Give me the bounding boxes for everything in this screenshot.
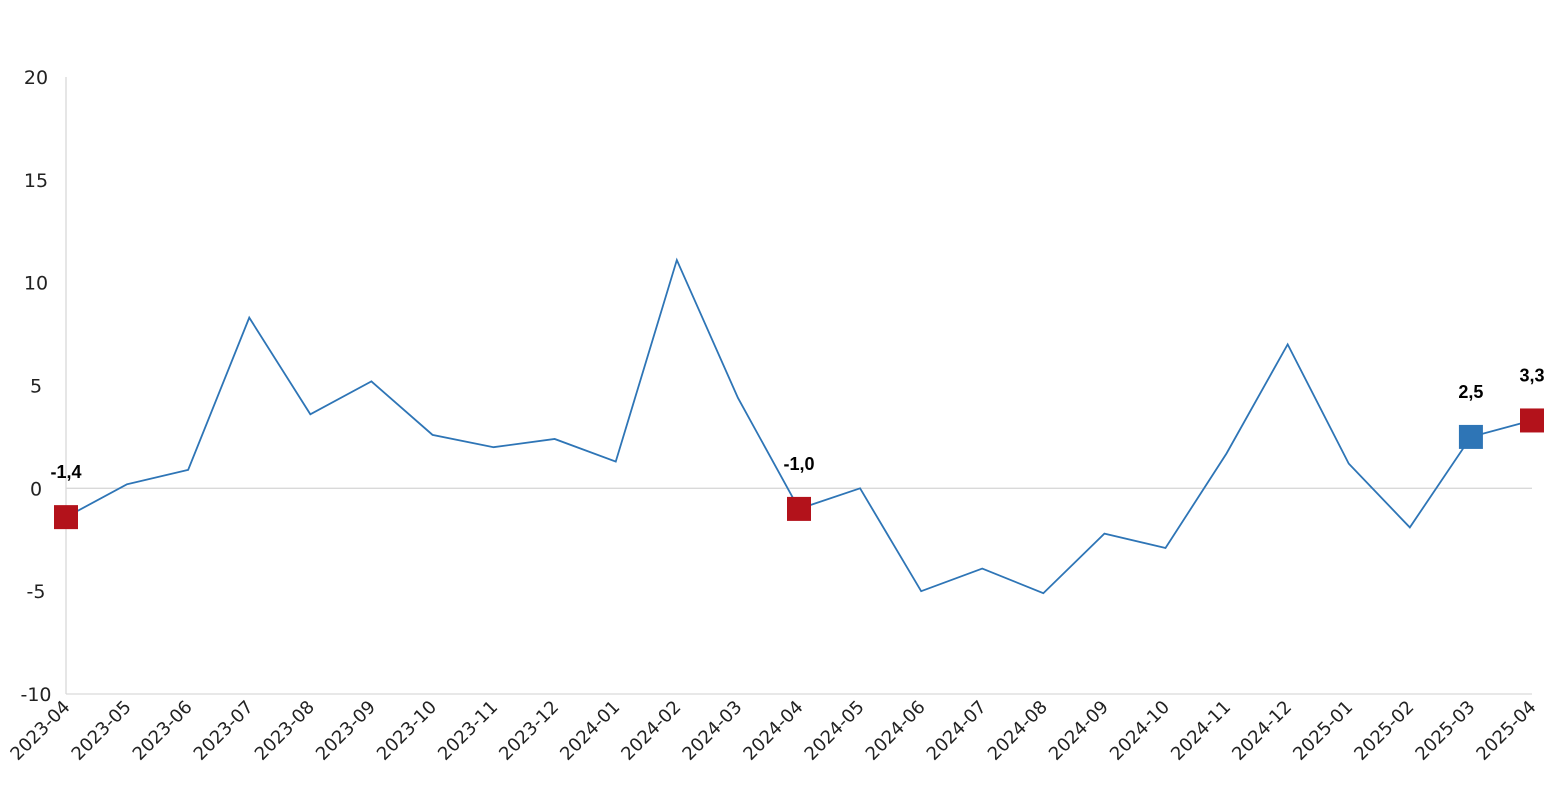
x-tick-label: 2025-03 — [1411, 697, 1479, 765]
data-label: -1,4 — [50, 462, 81, 482]
x-axis-ticks: 2023-042023-052023-062023-072023-082023-… — [6, 697, 1540, 765]
x-tick-label: 2023-04 — [6, 697, 74, 765]
series-line-group — [65, 257, 1533, 595]
data-label: 3,3 — [1519, 365, 1544, 385]
x-tick-label: 2025-04 — [1472, 697, 1540, 765]
x-tick-label: 2024-07 — [923, 697, 991, 765]
x-tick-label: 2024-11 — [1167, 697, 1235, 765]
x-tick-label: 2023-08 — [251, 697, 319, 765]
x-tick-label: 2024-02 — [617, 697, 685, 765]
highlight-marker — [54, 505, 78, 530]
data-label: 2,5 — [1458, 382, 1483, 402]
series-line — [65, 257, 1533, 595]
x-tick-label: 2024-03 — [678, 697, 746, 765]
y-tick-label: 0 — [30, 478, 42, 500]
y-tick-label: -10 — [20, 684, 51, 706]
y-tick-label: 15 — [24, 170, 48, 192]
x-tick-label: 2023-12 — [495, 697, 563, 765]
y-tick-label: -5 — [27, 581, 46, 603]
highlight-marker — [1458, 424, 1483, 449]
x-tick-label: 2024-05 — [801, 697, 869, 765]
x-tick-label: 2024-09 — [1045, 697, 1113, 765]
chart-axes — [65, 77, 1532, 695]
y-tick-label: 20 — [24, 67, 48, 89]
x-tick-label: 2023-06 — [129, 697, 197, 765]
y-axis-ticks: 20 15 10 5 0 -5 -10 — [20, 67, 51, 706]
x-tick-label: 2023-05 — [68, 697, 136, 765]
highlight-marker — [1520, 408, 1544, 433]
x-tick-label: 2024-08 — [984, 697, 1052, 765]
x-tick-label: 2024-12 — [1228, 697, 1296, 765]
x-tick-label: 2024-01 — [556, 697, 624, 765]
x-tick-label: 2023-10 — [373, 697, 441, 765]
y-tick-label: 10 — [24, 273, 48, 295]
x-tick-label: 2023-09 — [312, 697, 380, 765]
x-tick-label: 2024-06 — [862, 697, 930, 765]
y-tick-label: 5 — [30, 376, 42, 398]
x-tick-label: 2024-10 — [1106, 697, 1174, 765]
highlight-marker — [787, 496, 811, 521]
x-tick-label: 2023-11 — [434, 697, 502, 765]
highlight-markers — [54, 408, 1544, 530]
x-tick-label: 2023-07 — [190, 697, 258, 765]
data-label: -1,0 — [783, 454, 814, 474]
data-labels: -1,4 -1,0 2,5 3,3 — [50, 365, 1544, 482]
x-tick-label: 2024-04 — [739, 697, 807, 765]
x-tick-label: 2025-01 — [1289, 697, 1357, 765]
x-tick-label: 2025-02 — [1350, 697, 1418, 765]
